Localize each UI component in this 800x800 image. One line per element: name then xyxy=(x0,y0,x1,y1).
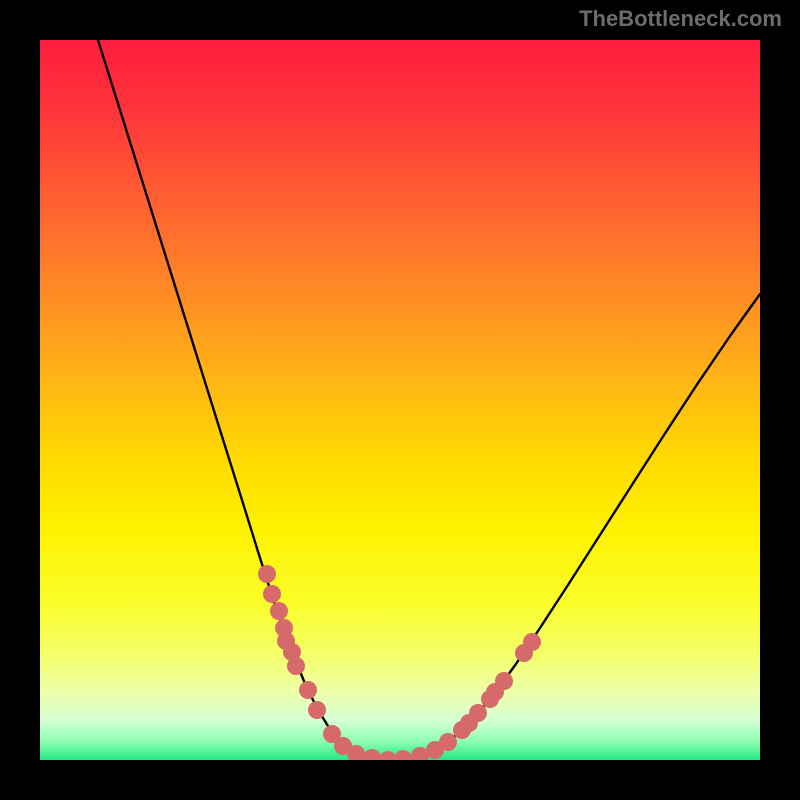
chart-frame: TheBottleneck.com xyxy=(0,0,800,800)
data-marker xyxy=(263,585,281,603)
data-marker xyxy=(287,657,305,675)
watermark-label: TheBottleneck.com xyxy=(579,6,782,32)
data-marker xyxy=(258,565,276,583)
data-marker xyxy=(495,672,513,690)
plot-area xyxy=(40,40,760,760)
bottleneck-chart xyxy=(40,40,760,760)
heat-gradient-background xyxy=(40,40,760,760)
data-marker xyxy=(270,602,288,620)
data-marker xyxy=(523,633,541,651)
data-marker xyxy=(469,704,487,722)
data-marker xyxy=(308,701,326,719)
data-marker xyxy=(299,681,317,699)
data-marker xyxy=(439,733,457,751)
